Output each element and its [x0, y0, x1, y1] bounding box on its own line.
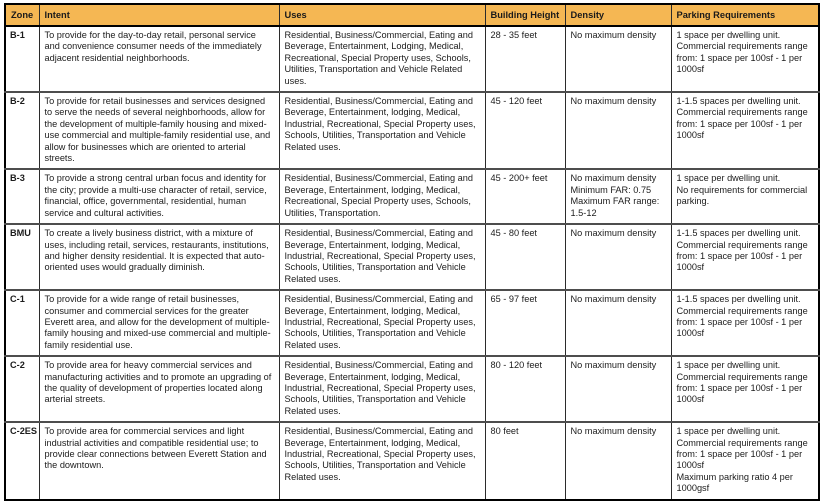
table-row-b1: B-1 To provide for the day-to-day retail…: [5, 24, 819, 93]
building-height-cell: 65 - 97 feet: [484, 289, 565, 357]
building-height-cell: 80 feet: [484, 421, 565, 500]
column-header-zone: Zone: [5, 4, 39, 27]
zone-cell: BMU: [5, 223, 39, 291]
table-row-c2: C-2 To provide area for heavy commercial…: [5, 355, 819, 423]
header-row: Zone Intent Uses Building Height Density…: [5, 4, 819, 27]
density-cell: No maximum density Minimum FAR: 0.75 Max…: [564, 168, 671, 225]
parking-cell: 1 space per dwelling unit. Commercial re…: [670, 421, 819, 500]
density-cell: No maximum density: [564, 91, 671, 170]
building-height-cell: 45 - 120 feet: [484, 91, 565, 170]
uses-cell: Residential, Business/Commercial, Eating…: [278, 168, 485, 225]
parking-cell: 1-1.5 spaces per dwelling unit. Commerci…: [670, 289, 819, 357]
table-row-c1: C-1 To provide for a wide range of retai…: [5, 289, 819, 357]
parking-cell: 1 space per dwelling unit. Commercial re…: [670, 24, 819, 93]
intent-cell: To provide area for commercial services …: [38, 421, 279, 500]
column-header-uses: Uses: [278, 4, 485, 27]
zone-cell: C-1: [5, 289, 39, 357]
zone-cell: B-3: [5, 168, 39, 225]
uses-cell: Residential, Business/Commercial, Eating…: [278, 24, 485, 93]
building-height-cell: 45 - 80 feet: [484, 223, 565, 291]
intent-cell: To provide a strong central urban focus …: [38, 168, 279, 225]
parking-cell: 1-1.5 spaces per dwelling unit. Commerci…: [670, 91, 819, 170]
density-cell: No maximum density: [564, 355, 671, 423]
building-height-cell: 28 - 35 feet: [484, 24, 565, 93]
parking-cell: 1 space per dwelling unit. No requiremen…: [670, 168, 819, 225]
column-header-density: Density: [564, 4, 671, 27]
density-cell: No maximum density: [564, 421, 671, 500]
column-header-intent: Intent: [38, 4, 279, 27]
zone-cell: B-1: [5, 24, 39, 93]
uses-cell: Residential, Business/Commercial, Eating…: [278, 289, 485, 357]
column-header-building-height: Building Height: [484, 4, 565, 27]
zone-cell: B-2: [5, 91, 39, 170]
table-row-b2: B-2 To provide for retail businesses and…: [5, 91, 819, 170]
density-cell: No maximum density: [564, 289, 671, 357]
parking-cell: 1 space per dwelling unit. Commercial re…: [670, 355, 819, 423]
building-height-cell: 45 - 200+ feet: [484, 168, 565, 225]
column-header-parking-requirements: Parking Requirements: [670, 4, 819, 27]
document-page: Zone Intent Uses Building Height Density…: [4, 3, 820, 501]
uses-cell: Residential, Business/Commercial, Eating…: [278, 91, 485, 170]
table-row-c2es: C-2ES To provide area for commercial ser…: [5, 421, 819, 500]
table-row-b3: B-3 To provide a strong central urban fo…: [5, 168, 819, 225]
density-cell: No maximum density: [564, 24, 671, 93]
uses-cell: Residential, Business/Commercial, Eating…: [278, 421, 485, 500]
intent-cell: To provide for a wide range of retail bu…: [38, 289, 279, 357]
density-cell: No maximum density: [564, 223, 671, 291]
intent-cell: To create a lively business district, wi…: [38, 223, 279, 291]
zone-cell: C-2: [5, 355, 39, 423]
uses-cell: Residential, Business/Commercial, Eating…: [278, 223, 485, 291]
parking-cell: 1-1.5 spaces per dwelling unit. Commerci…: [670, 223, 819, 291]
zoning-table: Zone Intent Uses Building Height Density…: [4, 3, 820, 501]
intent-cell: To provide area for heavy commercial ser…: [38, 355, 279, 423]
uses-cell: Residential, Business/Commercial, Eating…: [278, 355, 485, 423]
intent-cell: To provide for the day-to-day retail, pe…: [38, 24, 279, 93]
zone-cell: C-2ES: [5, 421, 39, 500]
building-height-cell: 80 - 120 feet: [484, 355, 565, 423]
table-row-bmu: BMU To create a lively business district…: [5, 223, 819, 291]
intent-cell: To provide for retail businesses and ser…: [38, 91, 279, 170]
